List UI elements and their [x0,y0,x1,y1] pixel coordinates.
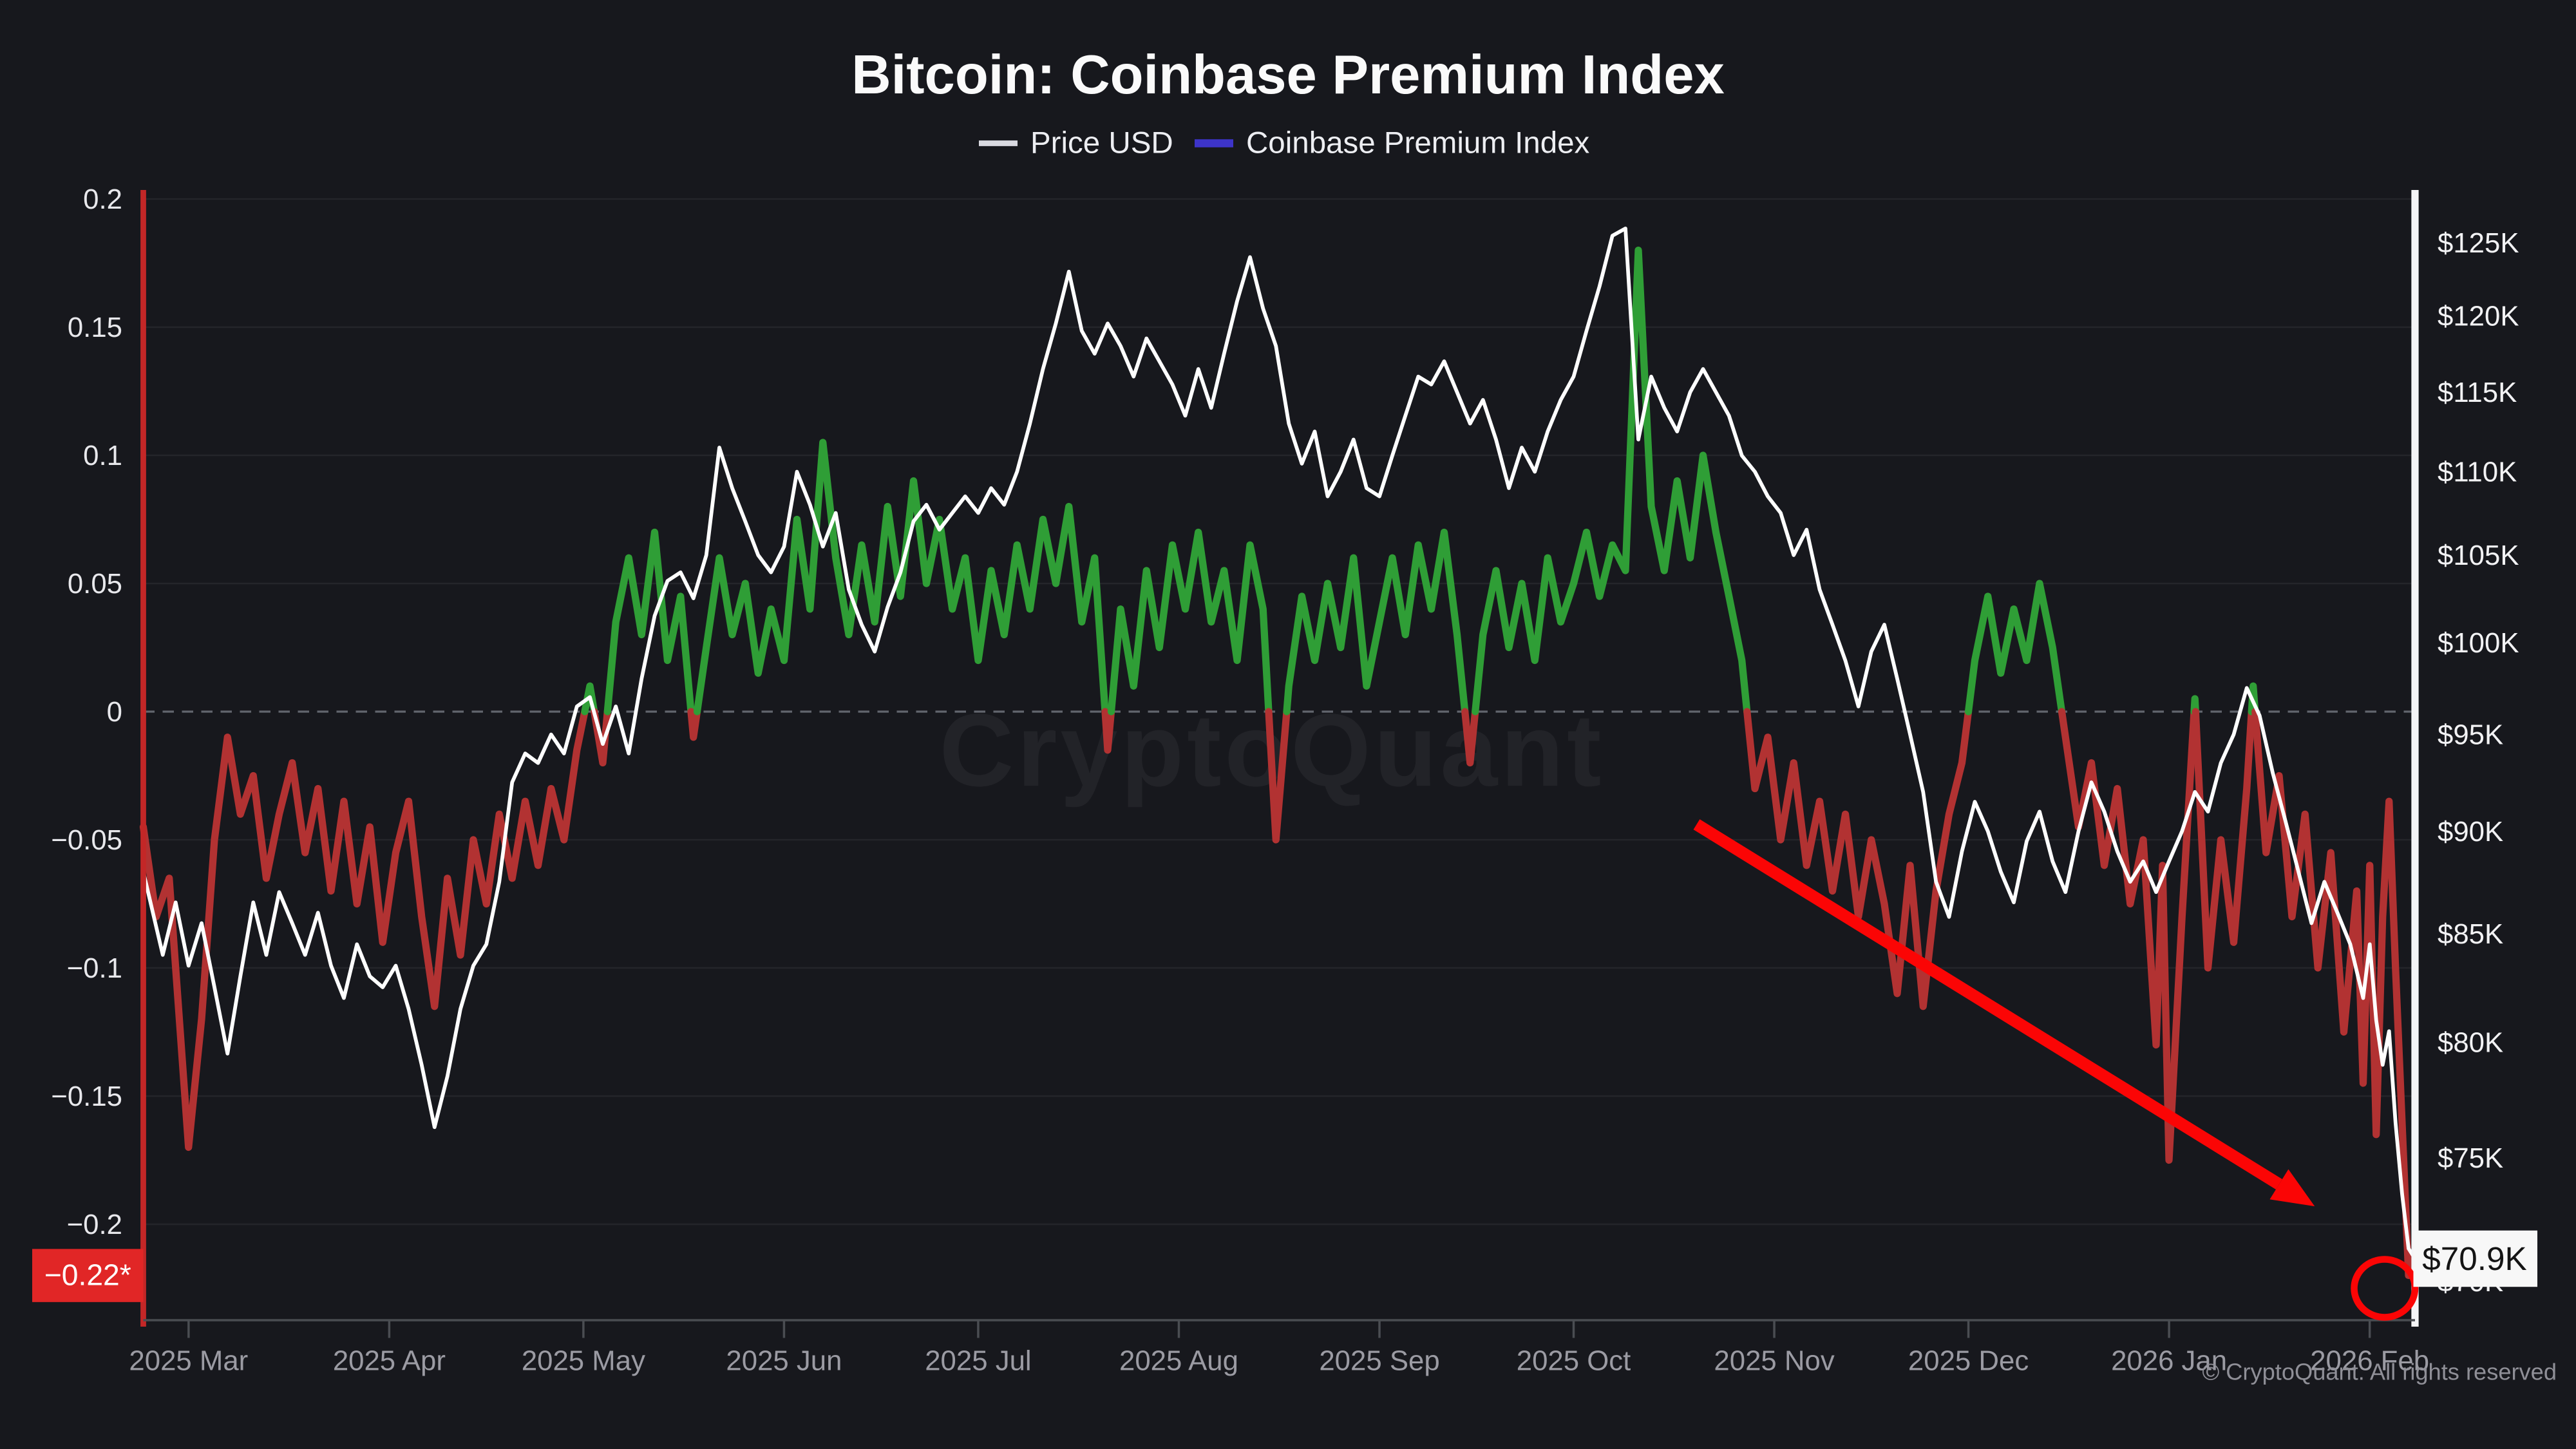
x-axis-tick-label: 2025 Jul [925,1345,1031,1377]
right-axis-tick-label: $120K [2438,301,2519,332]
right-axis-tick-label: $95K [2438,719,2503,750]
premium-line-negative [139,708,589,1151]
x-axis-tick-label: 2025 Oct [1517,1345,1631,1377]
left-axis-tick-label: −0.05 [51,824,122,856]
premium-line-positive [603,528,695,715]
premium-line-negative [1461,708,1479,767]
chart-title: Bitcoin: Coinbase Premium Index [851,44,1725,106]
plot-area[interactable] [144,190,2416,1320]
premium-last-value-text: −0.22* [44,1258,131,1292]
right-axis-tick-label: $80K [2438,1027,2503,1059]
x-axis-tick-label: 2025 Jun [726,1345,842,1377]
right-axis-tick-label: $100K [2438,627,2519,659]
x-axis-tick-label: 2025 Sep [1319,1345,1439,1377]
left-axis-tick-label: 0.05 [68,568,122,600]
premium-line-negative [687,708,701,741]
premium-line-positive [1964,580,2066,715]
trend-arrow-head-icon [2269,1169,2315,1207]
gridlines [143,198,2415,1226]
trend-arrow-shaft [1693,819,2282,1189]
premium-line-negative [1743,708,1973,1010]
legend: Price USD Coinbase Premium Index [979,126,1590,160]
premium-line-positive [2190,695,2199,715]
price-last-value-badge [2413,1230,2537,1287]
premium-line-positive [693,439,1109,715]
right-axis-tick-label: $110K [2438,457,2517,488]
highlight-circle-icon [2351,1256,2419,1321]
series-lines [139,226,2417,1280]
annotations: −0.22* $70.9K [32,819,2537,1321]
left-axis-tick-label: −0.15 [51,1081,122,1112]
premium-last-value-badge [32,1249,144,1302]
price-line [141,226,2417,1261]
premium-line-negative [1101,708,1115,754]
copyright-text: © CryptoQuant. All rights reserved [2202,1359,2557,1385]
legend-item-price-usd[interactable]: Price USD [979,126,1173,160]
right-axis-tick-label: $115K [2438,377,2517,408]
x-axis-tick-label: 2026 Feb [2310,1345,2429,1377]
premium-line-positive [1107,528,1273,715]
x-axis-tick-label: 2025 Apr [333,1345,446,1377]
right-axis-tick-label: $85K [2438,918,2503,950]
right-axis-tick-label: $75K [2438,1142,2503,1174]
premium-line-positive [1472,246,1751,715]
x-axis-tick-label: 2025 Aug [1119,1345,1238,1377]
legend-label-premium-index: Coinbase Premium Index [1246,126,1590,160]
premium-line-negative [2251,708,2412,1280]
left-axis-tick-label: 0 [107,696,122,728]
tick-labels: 0.2 0.15 0.1 0.05 0 −0.05 −0.1 −0.15 −0.2 $125K $1… [51,184,2519,1377]
left-axis-tick-label: −0.2 [67,1209,122,1240]
premium-line-negative [1265,708,1291,844]
left-axis-tick-label: −0.1 [67,952,122,984]
left-axis-tick-label: 0.1 [83,440,122,471]
premium-line-positive [1283,528,1469,715]
right-axis-tick-label: $105K [2438,540,2519,571]
left-axis-tick-label: 0.15 [68,312,122,343]
left-axis-tick-label: 0.2 [83,184,122,215]
x-axis-tick-label: 2025 Dec [1908,1345,2029,1377]
x-axis-tick-label: 2025 May [522,1345,645,1377]
legend-label-price-usd: Price USD [1030,126,1173,160]
x-axis-tick-label: 2026 Jan [2111,1345,2227,1377]
x-axis-tick-label: 2025 Nov [1714,1345,1834,1377]
legend-item-premium-index[interactable]: Coinbase Premium Index [1195,126,1590,160]
x-axis-tick-label: 2025 Mar [129,1345,248,1377]
right-axis-tick-label: $90K [2438,816,2503,848]
premium-line-negative [2192,708,2255,972]
axes [140,190,2419,1327]
right-axis-tick-label: $125K [2438,227,2519,259]
price-last-value-text: $70.9K [2422,1240,2526,1277]
